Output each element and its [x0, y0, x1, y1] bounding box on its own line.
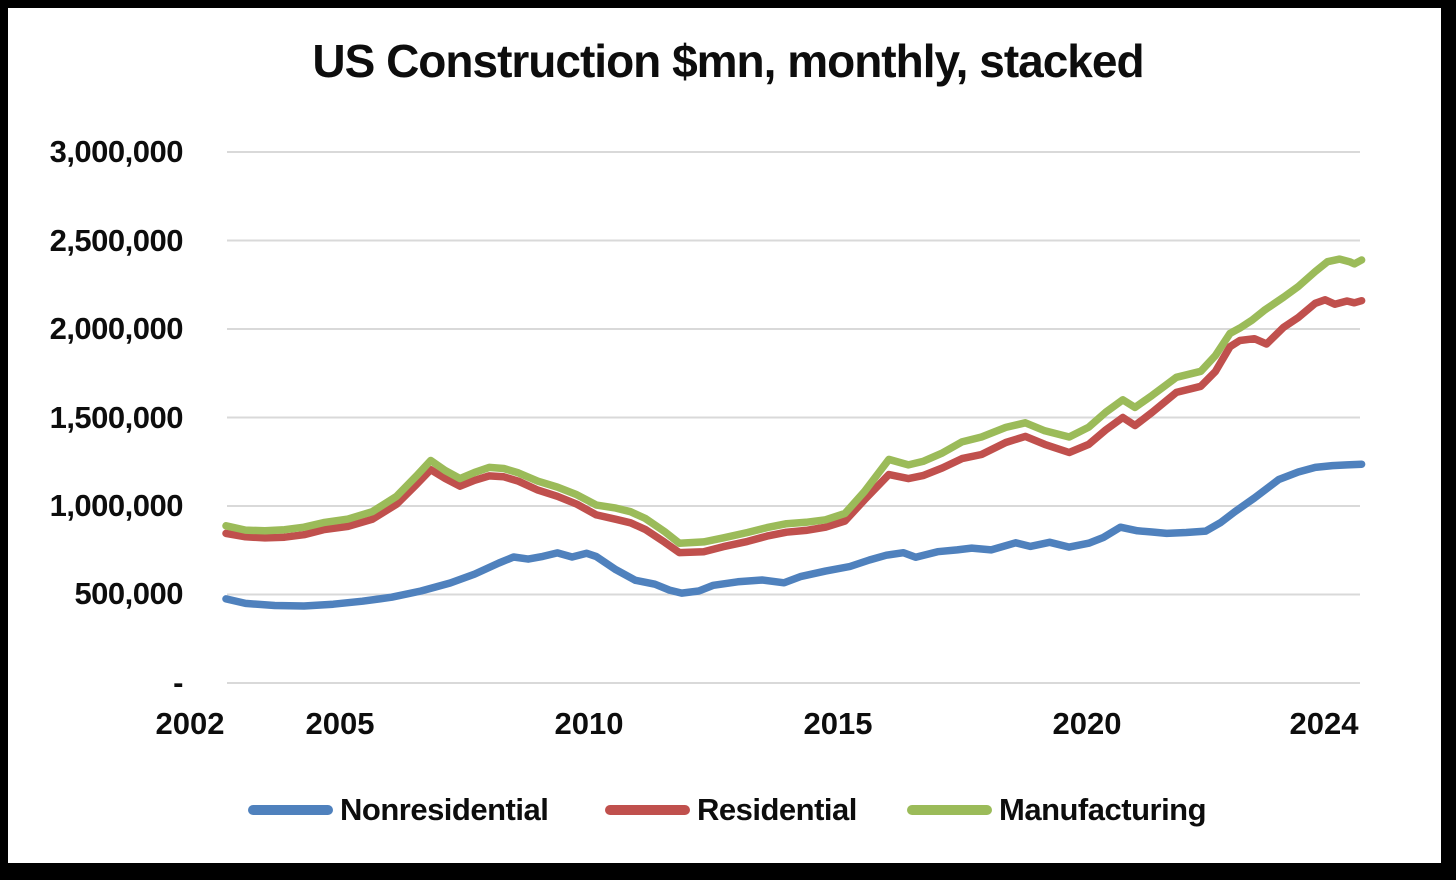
legend-label-manufacturing: Manufacturing: [999, 792, 1207, 827]
x-tick-label: 2005: [305, 706, 375, 741]
series-line-residential: [222, 296, 1366, 557]
legend-label-nonresidential: Nonresidential: [340, 792, 549, 827]
y-tick-label: 2,500,000: [49, 223, 184, 258]
x-tick-label: 2002: [155, 706, 225, 741]
legend-item-nonresidential: Nonresidential: [248, 792, 549, 828]
x-tick-label: 2015: [803, 706, 873, 741]
legend-item-residential: Residential: [605, 792, 857, 828]
legend-swatch-manufacturing: [907, 805, 992, 815]
y-tick-label: 1,500,000: [49, 400, 184, 435]
x-tick-label: 2010: [554, 706, 624, 741]
y-tick-label: 3,000,000: [49, 134, 184, 169]
gridlines: [227, 151, 1360, 684]
y-tick-label: -: [173, 665, 183, 700]
series-line-manufacturing: [222, 255, 1366, 547]
chart-title: US Construction $mn, monthly, stacked: [312, 35, 1144, 87]
x-tick-label: 2020: [1052, 706, 1122, 741]
x-tick-label: 2024: [1289, 706, 1359, 741]
y-tick-label: 2,000,000: [49, 311, 184, 346]
legend-swatch-residential: [605, 805, 690, 815]
legend-swatch-nonresidential: [248, 805, 333, 815]
legend-label-residential: Residential: [697, 792, 857, 827]
y-tick-label: 500,000: [74, 576, 183, 611]
y-tick-label: 1,000,000: [49, 488, 184, 523]
series-line-nonresidential: [222, 460, 1366, 610]
series-lines: [222, 255, 1366, 610]
legend-item-manufacturing: Manufacturing: [907, 792, 1207, 828]
